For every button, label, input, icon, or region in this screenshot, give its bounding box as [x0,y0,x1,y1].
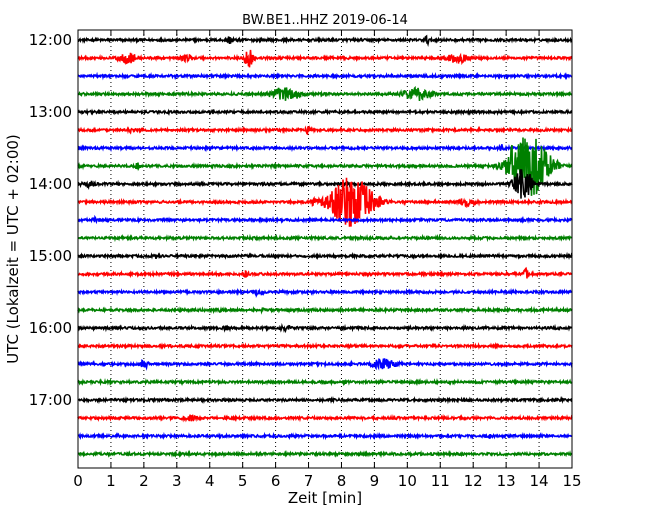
trace-group [77,34,573,459]
x-tick-label: 10 [398,472,417,490]
x-tick-label: 11 [431,472,450,490]
x-tick-label: 7 [304,472,314,490]
seismic-trace [77,177,573,227]
y-tick-label: 12:00 [29,31,72,49]
x-tick-label: 0 [73,472,83,490]
seismic-trace [77,34,573,48]
x-tick-label: 14 [530,472,549,490]
seismic-trace [77,214,573,225]
x-tick-label: 6 [271,472,281,490]
seismic-trace [77,107,573,117]
seismic-trace [77,49,573,68]
seismic-trace [77,143,573,153]
x-axis-label: Zeit [min] [288,489,362,507]
x-tick-label: 1 [106,472,116,490]
seismic-trace [77,305,573,315]
seismic-trace [77,449,573,459]
seismic-trace [77,341,573,351]
seismic-trace [77,322,573,334]
seismic-trace [77,125,573,136]
plot-frame [77,29,573,469]
seismic-trace [77,85,573,101]
x-tick-label: 3 [172,472,182,490]
x-tick-label: 9 [370,472,380,490]
seismic-trace [77,377,573,387]
y-tick-label: 13:00 [29,103,72,121]
seismic-trace [77,137,573,196]
x-tick-label: 12 [464,472,483,490]
x-tick-label: 15 [562,472,581,490]
x-tick-label: 8 [337,472,347,490]
y-tick-label: 17:00 [29,391,72,409]
seismic-trace [77,431,573,441]
seismic-trace [77,266,573,279]
seismic-trace [77,358,573,371]
y-tick-label: 14:00 [29,175,72,193]
y-tick-label: 16:00 [29,319,72,337]
x-tick-label: 4 [205,472,215,490]
x-tick-label: 2 [139,472,149,490]
seismic-trace [77,71,573,81]
x-tick-label: 5 [238,472,248,490]
y-tick-label: 15:00 [29,247,72,265]
y-axis-label: UTC (Lokalzeit = UTC + 02:00) [4,134,22,364]
seismic-trace [77,287,573,299]
axis-ticks: 0 1 2 3 4 5 6 7 8 9 10 11 12 13 14 1512:0013:0014:0015:… [29,30,582,490]
seismic-trace [77,169,573,199]
seismic-trace [77,395,573,405]
seismic-trace [77,251,573,261]
chart-title: BW.BE1..HHZ 2019-06-14 [242,13,408,28]
seismic-trace [77,233,573,243]
seismic-trace [77,413,573,423]
x-tick-label: 13 [497,472,516,490]
